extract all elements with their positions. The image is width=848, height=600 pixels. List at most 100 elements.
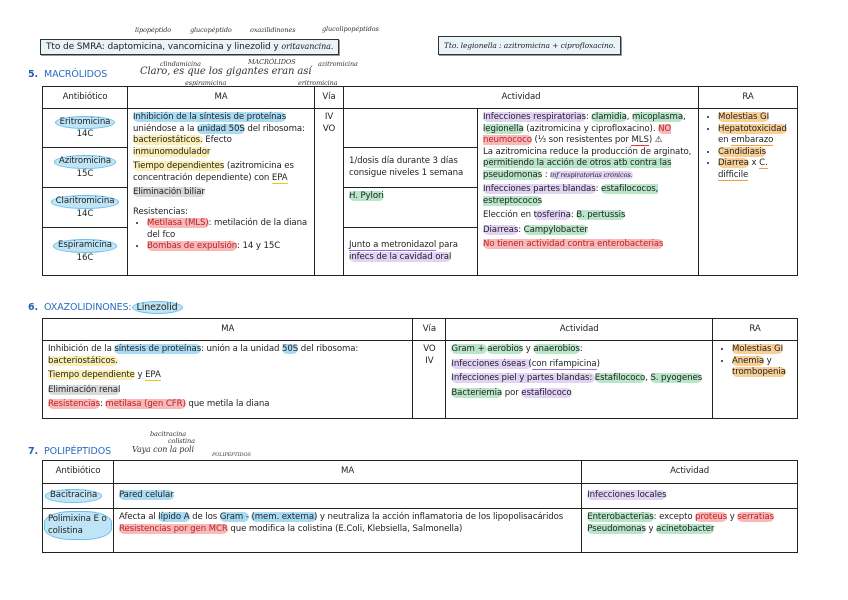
highlighted-text: bacteriostáticos. — [133, 135, 203, 145]
antibiotic-cell: Polimixina E o colistina — [42, 508, 114, 553]
via-value: VO — [423, 344, 436, 354]
smra-treatment-box: Tto de SMRA: daptomicina, vancomicina y … — [40, 39, 340, 55]
text-segment: Afecta al — [118, 512, 159, 522]
actividad-paragraph: La azitromicina reduce la producción de … — [483, 147, 693, 182]
actividad-paragraph: Infecciones respiratorias: clamidia, mic… — [483, 112, 693, 147]
highlighted-text: Tiempo dependientes — [133, 161, 225, 171]
section-title: POLIPÉPTIDOS — [44, 446, 112, 457]
highlighted-text: Campylobacter — [523, 224, 588, 235]
header-via: Vía — [412, 318, 447, 341]
ma-paragraph: Inhibición de la síntesis de proteínas: … — [48, 344, 407, 367]
actividad-paragraph: Infecciones piel y partes blandas: Estaf… — [451, 373, 707, 385]
section-title: MACRÓLIDOS — [44, 69, 108, 80]
highlighted-text: serratias — [737, 512, 774, 522]
text-segment: : — [518, 224, 524, 235]
ra-item: Diarrea x C. difficile — [718, 158, 792, 181]
highlighted-text: Infecciones partes blandas — [483, 184, 596, 194]
ra-item: Molestias GI — [718, 112, 792, 124]
drug-name: Linezolid — [131, 301, 183, 314]
highlighted-text: Infecciones locales — [587, 490, 667, 501]
highlighted-text: micoplasma — [632, 112, 683, 122]
highlighted-text: Metilasa (MLS) — [147, 218, 209, 228]
handwritten-note: clindamicina — [160, 60, 201, 68]
text-segment: y — [645, 523, 657, 534]
highlighted-text: embarazo — [731, 135, 774, 146]
ra-cell: Molestias GI Anemia y trombopenia — [711, 340, 799, 419]
highlighted-text: Bacteriemia — [451, 387, 503, 398]
ra-item: Molestias GI — [731, 344, 792, 356]
note-cell: Junto a metronidazol para infecs de la c… — [343, 227, 478, 276]
text-segment: : metilación de la diana del fco — [147, 218, 308, 240]
text-segment: : excepto — [653, 512, 696, 522]
actividad-paragraph: Pseudomonas y acinetobacter — [587, 523, 792, 536]
handwritten-note: glucopéptido — [190, 26, 232, 34]
via-value: IV — [425, 355, 434, 366]
highlighted-text: Candidiasis — [718, 146, 766, 157]
legionella-treatment-box: Tto. legionella : azitromicina + ciprofl… — [438, 36, 622, 55]
section-number: 7. — [28, 446, 39, 457]
header-ma: MA — [41, 318, 414, 341]
actividad-paragraph: Bacteriemia por estafilococo — [451, 387, 707, 400]
highlighted-text: acinetobacter — [656, 523, 715, 534]
highlighted-text: estafilococo — [521, 387, 572, 398]
highlighted-text: Hepatotoxicidad — [718, 123, 787, 134]
antibiotic-cell: Claritromicina 14C — [42, 187, 128, 228]
text-segment: (azitromicina y ciprofloxacino). — [523, 123, 659, 134]
text-segment: de los — [189, 512, 220, 522]
ma-cell: Pared celular — [112, 483, 583, 509]
text-segment: por — [502, 387, 522, 398]
highlighted-text: Resistencias — [48, 399, 100, 409]
text-segment: , — [683, 112, 686, 122]
carbon-count: 14C — [76, 208, 94, 219]
note-cell-empty — [343, 108, 478, 148]
ra-cell: Molestias GI Hepatotoxicidad en embarazo… — [698, 108, 798, 276]
section-title-macrolidos: 5. MACRÓLIDOS — [28, 69, 107, 80]
text-segment: y — [764, 355, 772, 366]
text-segment: que metila la diana — [185, 399, 270, 409]
highlighted-text: Eliminación biliar — [133, 187, 205, 197]
highlighted-text: Infecciones óseas ( — [451, 358, 532, 369]
text-segment: en — [718, 135, 732, 145]
antibiotic-name: Claritromicina — [50, 195, 120, 209]
resistencia-item: Metilasa (MLS): metilación de la diana d… — [147, 218, 309, 241]
ma-paragraph: Tiempo dependiente y EPA — [48, 370, 407, 382]
highlighted-text: Diarrea — [718, 158, 749, 168]
highlighted-text: Gram - — [219, 512, 249, 522]
text-segment: : — [595, 184, 602, 194]
note-cell: H. Pylori — [343, 187, 478, 228]
actividad-paragraph: Infecciones óseas (con rifampicina) — [451, 358, 707, 371]
text-segment: para — [436, 240, 458, 250]
section-number: 5. — [28, 69, 39, 80]
carbon-count: 14C — [76, 129, 94, 139]
carbon-count: 16C — [76, 252, 94, 263]
macrolidos-table: Antibiótico MA Vía Actividad RA Eritromi… — [42, 86, 798, 276]
header-actividad: Actividad — [343, 86, 699, 109]
highlighted-text: EPA — [145, 370, 161, 381]
actividad-cell: Infecciones respiratorias: clamidia, mic… — [477, 108, 699, 276]
highlighted-text: clamidia — [591, 112, 627, 122]
highlighted-text: bacteriostáticos. — [48, 355, 118, 366]
highlighted-text: anaerobios — [533, 344, 580, 354]
highlighted-text: trombopenia — [731, 367, 786, 377]
text-segment: ) — [596, 358, 600, 369]
resistencias-list: Metilasa (MLS): metilación de la diana d… — [133, 218, 309, 253]
highlighted-text: inmunomodulador — [133, 146, 211, 157]
text-segment: del ribosoma: — [298, 344, 359, 354]
highlighted-text: Tiempo dependiente — [48, 370, 135, 380]
highlighted-text: inf respiratorias crónicos. — [550, 170, 633, 179]
highlighted-text: legionella — [483, 123, 524, 134]
handwritten-note: oxazilidinones — [250, 26, 296, 34]
ra-list: Molestias GI Anemia y trombopenia — [718, 344, 792, 379]
header-ma: MA — [112, 460, 583, 484]
actividad-cell: Infecciones locales — [581, 483, 798, 509]
antibiotic-name: Eritromicina — [54, 115, 116, 129]
text-segment: (azitromicina es concentración dependien… — [133, 161, 294, 183]
box-text: Tto de SMRA: daptomicina, vancomicina y … — [46, 42, 282, 52]
highlighted-text: 50S — [282, 344, 299, 354]
note-cell: 1/dosis día durante 3 días consigue nive… — [343, 147, 478, 188]
text-segment: (⅓ son resistentes por — [531, 135, 632, 145]
handwritten-mnemonic: Vaya con la poli — [132, 445, 194, 454]
highlighted-text: Estafilococo — [594, 373, 646, 383]
ma-paragraph: Resistencias: metilasa (gen CFR) que met… — [48, 399, 407, 411]
